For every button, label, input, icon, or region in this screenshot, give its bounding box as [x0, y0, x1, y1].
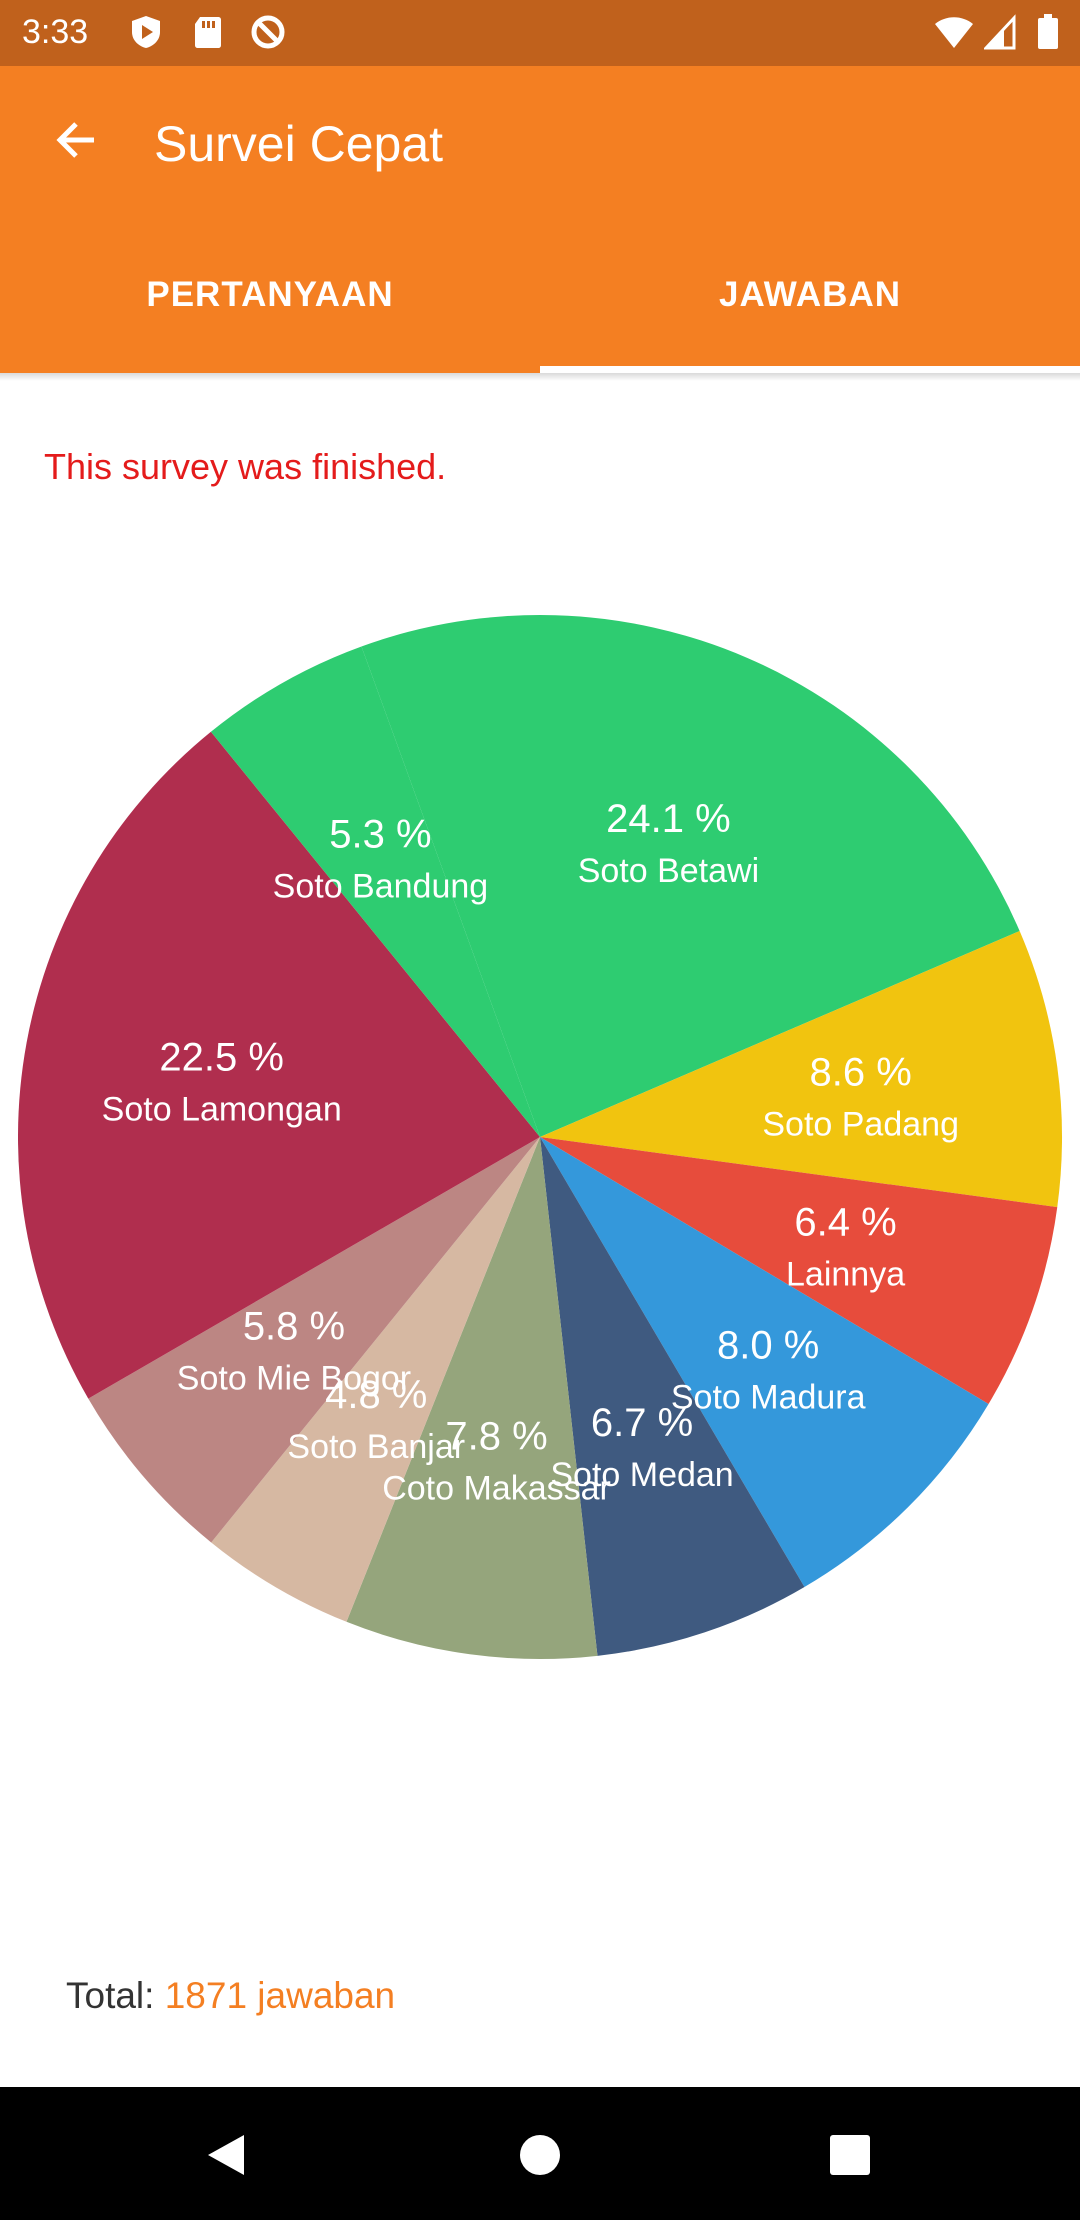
back-triangle-icon [208, 2135, 244, 2175]
nav-back-button[interactable] [186, 2115, 266, 2195]
cellular-signal-icon [982, 14, 1020, 50]
pie-slice-4[interactable] [540, 1137, 805, 1656]
status-time: 3:33 [22, 13, 89, 51]
slice-value-label-4: 6.7 % [591, 1401, 693, 1445]
slice-value-label-0: 24.1 % [606, 797, 731, 841]
slice-category-label-0: Soto Betawi [578, 852, 759, 890]
battery-icon [1036, 14, 1072, 50]
tab-bar: PERTANYAAN JAWABAN [0, 216, 1080, 373]
slice-category-label-7: Soto Mie Bogor [177, 1359, 411, 1397]
slice-category-label-4: Soto Medan [550, 1456, 733, 1494]
status-bar: 3:33 [0, 0, 1080, 66]
total-value: 1871 jawaban [164, 1975, 396, 2016]
slice-value-label-3: 8.0 % [717, 1323, 819, 1367]
slice-category-label-9: Soto Bandung [273, 867, 489, 905]
slice-category-label-8: Soto Lamongan [102, 1090, 342, 1128]
recents-square-icon [830, 2135, 870, 2175]
total-label: Total: [66, 1975, 165, 2016]
slice-category-label-2: Lainnya [786, 1256, 905, 1294]
pie-slice-8[interactable] [18, 731, 541, 1399]
slice-value-label-1: 8.6 % [810, 1050, 912, 1094]
pie-slice-7[interactable] [88, 1137, 540, 1543]
slice-value-label-7: 5.8 % [243, 1304, 345, 1348]
tab-jawaban[interactable]: JAWABAN [718, 274, 902, 314]
sync-blocked-icon [250, 14, 286, 50]
tab-pertanyaan[interactable]: PERTANYAAN [146, 274, 394, 314]
back-button[interactable] [36, 108, 116, 172]
pie-slice-2[interactable] [540, 1137, 1058, 1404]
pie-slice-9[interactable] [210, 646, 540, 1137]
tab-indicator [540, 366, 1080, 373]
app-bar: Survei Cepat [0, 66, 1080, 216]
pie-slice-0[interactable] [361, 615, 1020, 1137]
survey-finished-notice: This survey was finished. [44, 446, 447, 487]
slice-category-label-1: Soto Padang [762, 1105, 959, 1143]
slice-category-label-5: Coto Makassar [382, 1470, 611, 1508]
home-circle-icon [520, 2135, 560, 2175]
arrow-left-icon [56, 122, 94, 158]
tab-shadow [0, 373, 1080, 381]
slice-value-label-8: 22.5 % [159, 1035, 284, 1079]
wifi-icon [934, 14, 973, 50]
pie-slice-1[interactable] [540, 931, 1062, 1208]
pie-slice-6[interactable] [211, 1137, 541, 1622]
shield-play-icon [128, 14, 164, 50]
slice-value-label-9: 5.3 % [329, 812, 431, 856]
page-title: Survei Cepat [154, 116, 444, 172]
slice-category-label-6: Soto Banjar [287, 1428, 465, 1466]
pie-slice-5[interactable] [346, 1137, 598, 1659]
slice-value-label-2: 6.4 % [794, 1201, 896, 1245]
slice-category-label-3: Soto Madura [671, 1378, 866, 1416]
pie-slice-3[interactable] [540, 1137, 989, 1588]
pie-chart-container: 24.1 % Soto Betawi 8.6 % Soto Padang 6.4 % La… [0, 600, 1080, 1700]
slice-value-label-6: 4.8 % [325, 1373, 427, 1417]
total-row: Total: 1871 jawaban [66, 1975, 395, 2017]
slice-value-label-5: 7.8 % [445, 1415, 547, 1459]
nav-recents-button[interactable] [810, 2115, 890, 2195]
navigation-bar [0, 2087, 1080, 2220]
nav-home-button[interactable] [500, 2115, 580, 2195]
pie-chart: 24.1 % Soto Betawi 8.6 % Soto Padang 6.4 % La… [18, 615, 1062, 1659]
sd-card-icon [190, 14, 226, 50]
